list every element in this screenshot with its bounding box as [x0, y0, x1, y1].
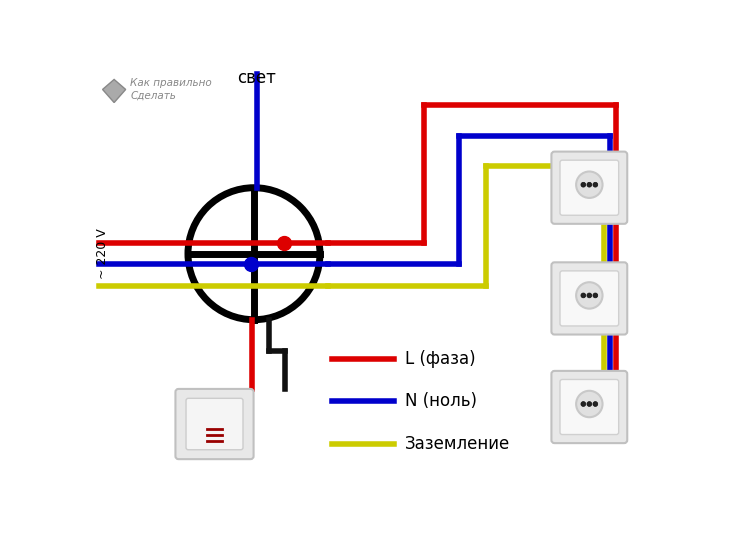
Circle shape [587, 293, 591, 298]
Circle shape [576, 171, 602, 198]
Text: ~ 220 V: ~ 220 V [97, 228, 109, 279]
Text: Сделать: Сделать [130, 91, 176, 101]
FancyBboxPatch shape [560, 160, 619, 215]
Circle shape [593, 401, 598, 406]
Circle shape [576, 391, 602, 417]
Circle shape [576, 282, 602, 309]
Text: N (ноль): N (ноль) [406, 392, 477, 410]
Polygon shape [102, 80, 126, 102]
FancyBboxPatch shape [560, 379, 619, 435]
Text: L (фаза): L (фаза) [406, 350, 476, 368]
Circle shape [581, 401, 586, 406]
Circle shape [593, 293, 598, 298]
Circle shape [581, 182, 586, 187]
Text: Как правильно: Как правильно [130, 79, 212, 88]
Circle shape [587, 182, 591, 187]
Text: свет: свет [238, 70, 277, 87]
FancyBboxPatch shape [560, 271, 619, 326]
Circle shape [581, 293, 586, 298]
Circle shape [593, 182, 598, 187]
Circle shape [587, 401, 591, 406]
FancyBboxPatch shape [186, 398, 243, 450]
Text: Заземление: Заземление [406, 435, 510, 453]
FancyBboxPatch shape [551, 262, 627, 335]
FancyBboxPatch shape [551, 152, 627, 224]
FancyBboxPatch shape [551, 371, 627, 443]
FancyBboxPatch shape [176, 389, 253, 459]
